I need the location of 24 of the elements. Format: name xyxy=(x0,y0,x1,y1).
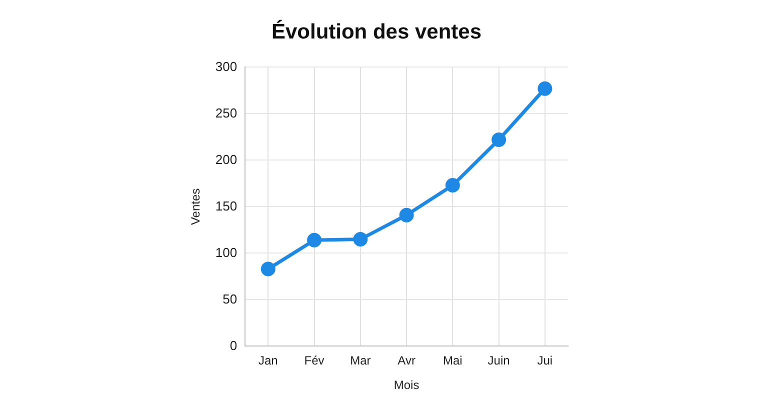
point xyxy=(445,178,460,193)
x-tick-label: Avr xyxy=(398,354,416,368)
x-tick-label: Fév xyxy=(304,354,324,368)
x-tick-label: Jui xyxy=(537,354,553,368)
point xyxy=(492,132,506,147)
y-tick-label: 0 xyxy=(230,338,238,353)
x-tick-label: Juin xyxy=(488,354,510,368)
point xyxy=(353,232,368,246)
point xyxy=(399,208,414,222)
y-tick-label: 100 xyxy=(215,244,238,260)
x-tick-label: Jan xyxy=(258,354,278,368)
y-axis-title: Ventes xyxy=(188,188,203,226)
y-tick-label: 200 xyxy=(215,152,238,167)
chart-title: Évolution des ventes xyxy=(271,19,482,44)
x-axis-title: Mois xyxy=(394,378,420,392)
point xyxy=(538,81,552,96)
y-tick-label: 150 xyxy=(215,198,238,214)
y-tick-label: 250 xyxy=(215,105,238,120)
x-tick-label: Mar xyxy=(350,354,371,368)
y-tick-label: 300 xyxy=(215,58,238,74)
x-tick-label: Mai xyxy=(443,354,462,368)
y-tick-label: 50 xyxy=(222,291,238,306)
point xyxy=(260,262,276,276)
point xyxy=(307,232,322,248)
